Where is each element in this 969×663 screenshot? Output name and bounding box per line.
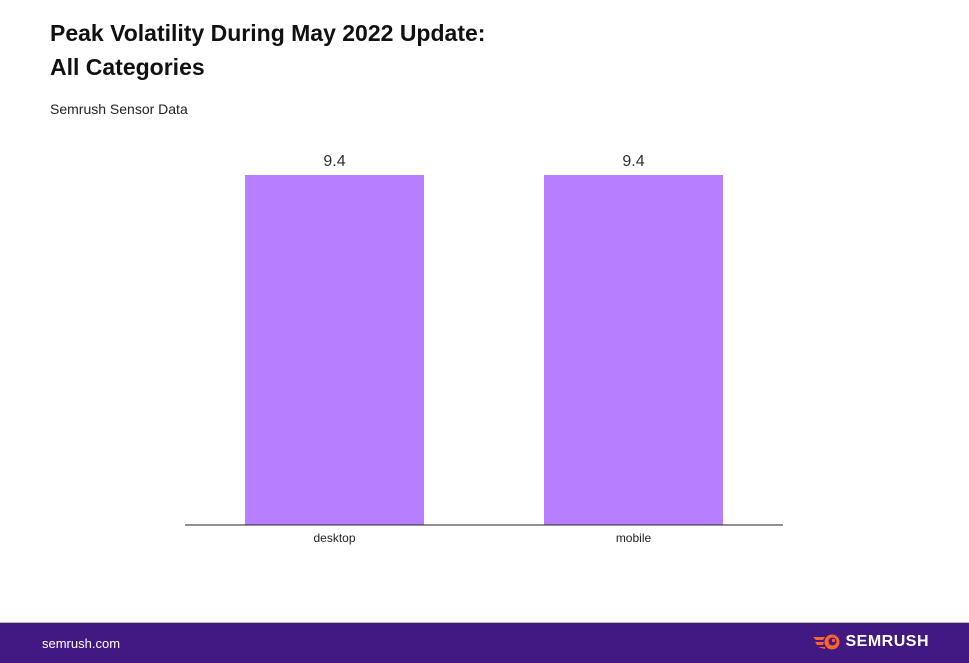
chart-title: Peak Volatility During May 2022 Update: … bbox=[50, 16, 750, 84]
semrush-logo: SEMRUSH bbox=[811, 633, 929, 651]
chart-title-line-2: All Categories bbox=[50, 54, 205, 80]
data-label-desktop: 9.4 bbox=[323, 153, 345, 170]
logo-text: SEMRUSH bbox=[845, 633, 929, 650]
bar-desktop bbox=[245, 175, 424, 525]
footer-site-link[interactable]: semrush.com bbox=[42, 636, 121, 651]
x-tick-label-mobile: mobile bbox=[616, 531, 652, 545]
bar-chart: 9.4 desktop 9.4 mobile bbox=[185, 153, 783, 545]
footer: semrush.com SEMRUSH bbox=[0, 622, 969, 663]
data-label-mobile: 9.4 bbox=[622, 153, 644, 170]
chart-subtitle: Semrush Sensor Data bbox=[50, 101, 188, 117]
bar-mobile bbox=[544, 175, 723, 525]
semrush-fireball-icon bbox=[813, 634, 840, 650]
chart-title-line-1: Peak Volatility During May 2022 Update: bbox=[50, 20, 486, 46]
x-tick-label-desktop: desktop bbox=[313, 531, 355, 545]
